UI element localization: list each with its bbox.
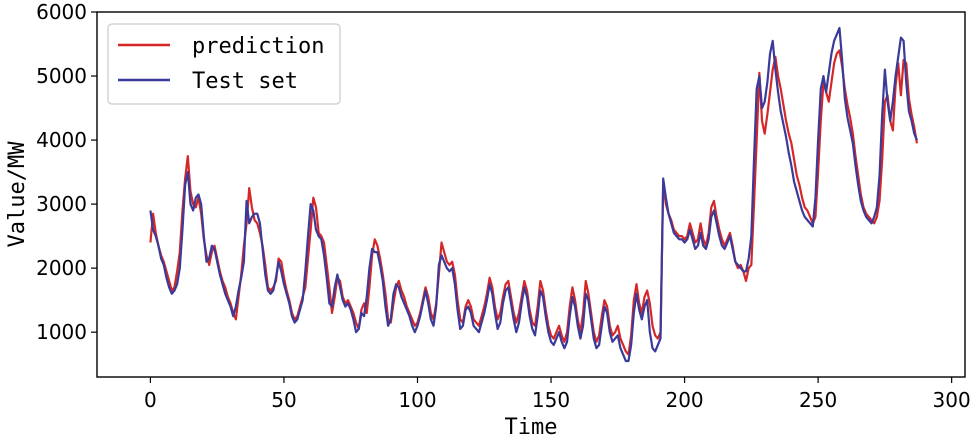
y-tick-label: 5000 (36, 64, 87, 88)
legend-label-1: Test set (192, 69, 298, 94)
y-axis-label: Value/MW (5, 141, 30, 248)
x-axis-label: Time (505, 415, 558, 437)
series-line-test-set (149, 26, 918, 363)
axes: 0 50 100 150 200 250 300 1000 2000 3000 4000 5000 60… (5, 0, 971, 437)
x-tick-label: 250 (799, 388, 837, 412)
y-tick-label: 6000 (36, 0, 87, 24)
y-tick-label: 3000 (36, 192, 87, 216)
legend: prediction Test set (107, 23, 341, 105)
x-tick-label: 100 (398, 388, 436, 412)
x-tick-label: 0 (144, 388, 157, 412)
y-tick-label: 1000 (36, 320, 87, 344)
plot-frame (96, 11, 966, 378)
x-tick-label: 300 (933, 388, 971, 412)
x-tick-label: 50 (271, 388, 296, 412)
legend-label-0: prediction (192, 34, 324, 59)
y-tick-label: 2000 (36, 256, 87, 280)
plot-area (149, 26, 919, 363)
y-tick-label: 4000 (36, 128, 87, 152)
x-tick-label: 150 (532, 388, 570, 412)
x-tick-label: 200 (665, 388, 703, 412)
